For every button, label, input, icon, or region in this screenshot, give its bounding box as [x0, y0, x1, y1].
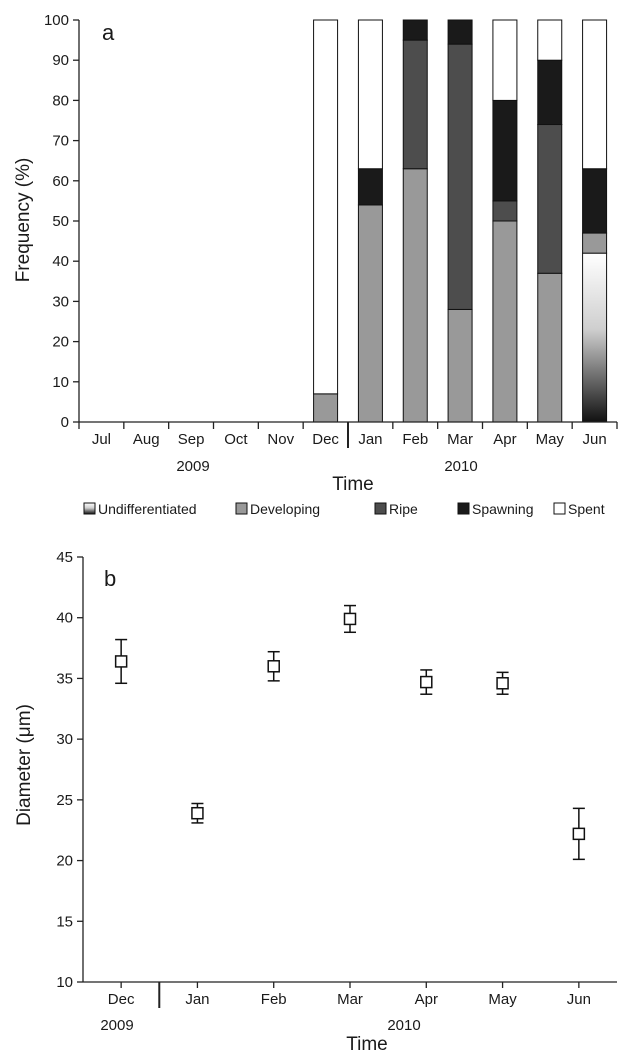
- chart-a-legend-swatch-ripe: [374, 502, 387, 515]
- chart-b-point: [267, 660, 280, 673]
- chart-a-bar-ripe: [492, 200, 518, 222]
- chart-b-y-tick-label: 10: [56, 974, 73, 991]
- chart-a-x-axis-title: Time: [332, 474, 374, 495]
- chart-a-y-tick-label: 0: [61, 414, 69, 431]
- chart-a-bar-developing: [313, 393, 339, 423]
- chart-a-legend-label-spawning: Spawning: [472, 501, 534, 517]
- panel-label-a: a: [102, 20, 115, 45]
- chart-a-y-tick-label: 80: [52, 92, 69, 109]
- chart-a-bar-developing: [492, 220, 518, 423]
- chart-a-x-tick-label: Feb: [402, 431, 428, 448]
- chart-a-legend-swatch-developing: [235, 502, 248, 515]
- chart-a-bar-spent: [537, 19, 563, 61]
- chart-a-bar-undifferentiated: [582, 252, 608, 423]
- chart-b-point: [420, 675, 433, 689]
- chart-b-y-tick-label: 15: [56, 913, 73, 930]
- chart-b-y-tick-label: 20: [56, 853, 73, 870]
- chart-a-y-tick-label: 100: [44, 12, 69, 29]
- chart-a-bar-spawning: [537, 59, 563, 126]
- chart-a-x-axis: Jul Aug Sep Oct Nov Dec Jan Feb Mar Apr May Jun: [78, 421, 618, 448]
- chart-a-y-tick-label: 70: [52, 133, 69, 150]
- chart-a-bar-ripe: [447, 43, 473, 310]
- chart-a-bar-ripe: [537, 124, 563, 274]
- chart-a-x-tick-label: Sep: [178, 431, 205, 448]
- chart-a-x-tick-label: Apr: [493, 431, 516, 448]
- chart-b-y-tick-label: 25: [56, 792, 73, 809]
- chart-a-y-tick-label: 60: [52, 173, 69, 190]
- chart-a-bar-spawning: [447, 19, 473, 45]
- chart-b-x-axis: Dec Jan Feb Mar Apr May Jun: [83, 981, 617, 1008]
- chart-a-bar-developing: [357, 204, 383, 423]
- chart-b-x-tick-label: Jan: [185, 991, 209, 1008]
- chart-b-point: [343, 612, 357, 626]
- chart-b-year-label-2010: 2010: [387, 1017, 420, 1034]
- chart-b-year-label-2009: 2009: [100, 1017, 133, 1034]
- chart-a-legend: Undifferentiated Developing Ripe Spawning Sp…: [83, 501, 605, 517]
- chart-b-y-tick-label: 30: [56, 731, 73, 748]
- chart-a-x-tick-label: Aug: [133, 431, 160, 448]
- chart-a-y-tick-label: 30: [52, 293, 69, 310]
- chart-b-x-tick-label: Feb: [261, 991, 287, 1008]
- chart-a-bar-spawning: [582, 168, 608, 234]
- chart-a-x-tick-label: May: [536, 431, 565, 448]
- chart-a-legend-label-spent: Spent: [568, 501, 605, 517]
- chart-a-y-tick-label: 90: [52, 52, 69, 69]
- chart-b-x-tick-label: Dec: [108, 991, 135, 1008]
- chart-b-x-tick-label: May: [488, 991, 517, 1008]
- chart-a-y-tick-label: 20: [52, 334, 69, 351]
- chart-a-x-tick-label: Mar: [447, 431, 473, 448]
- chart-b-y-axis-title: Diameter (μm): [14, 704, 35, 826]
- chart-a-x-tick-label: Nov: [267, 431, 294, 448]
- chart-a-x-tick-label: Dec: [312, 431, 339, 448]
- chart-a-legend-swatch-spawning: [457, 502, 470, 515]
- chart-b-x-tick-label: Jun: [567, 991, 591, 1008]
- chart-a-x-tick-label: Jul: [92, 431, 111, 448]
- chart-a-x-tick-label: Oct: [224, 431, 248, 448]
- chart-a-y-tick-label: 50: [52, 213, 69, 230]
- chart-a-y-axis: 0 10 20 30 40 50 60 70 80 90 100: [44, 12, 80, 431]
- chart-a-bar-spawning: [492, 99, 518, 202]
- chart-a-bar-developing: [537, 272, 563, 423]
- chart-a-legend-swatch-undifferentiated: [83, 502, 96, 515]
- chart-a-x-tick-label: Jun: [582, 431, 606, 448]
- chart-b-y-tick-label: 40: [56, 610, 73, 627]
- chart-a-y-tick-label: 40: [52, 253, 69, 270]
- chart-a-bar-spawning: [402, 19, 428, 41]
- chart-a-legend-label-undifferentiated: Undifferentiated: [98, 501, 197, 517]
- chart-a-legend-label-developing: Developing: [250, 501, 320, 517]
- chart-b-point: [496, 677, 509, 690]
- chart-a-bar-spent: [492, 19, 518, 101]
- chart-b-x-axis-title: Time: [346, 1034, 388, 1055]
- chart-a-bar-spent: [582, 19, 608, 170]
- chart-b-y-axis: 10 15 20 25 30 35 40 45: [56, 549, 84, 991]
- chart-b-y-tick-label: 45: [56, 549, 73, 566]
- chart-a-y-axis-title: Frequency (%): [13, 158, 34, 283]
- chart-b-point: [572, 827, 586, 841]
- chart-a-bar-spent: [357, 19, 383, 170]
- chart-b: b 10 15 20 25 30 35 40 45 Dec Jan Feb Mar Apr May Jun…: [14, 549, 617, 1055]
- chart-a-y-tick-label: 10: [52, 374, 69, 391]
- chart-b-point: [191, 806, 204, 820]
- chart-a-x-tick-label: Jan: [358, 431, 382, 448]
- chart-a-bar-spent: [313, 19, 339, 395]
- chart-a-year-label-2009: 2009: [176, 458, 209, 475]
- chart-a-legend-label-ripe: Ripe: [389, 501, 418, 517]
- chart-b-points: [114, 604, 586, 861]
- chart-b-x-tick-label: Mar: [337, 991, 363, 1008]
- chart-b-point: [114, 655, 128, 668]
- chart-a-bar-developing: [582, 232, 608, 254]
- panel-label-b: b: [104, 566, 116, 591]
- chart-a: a 0 10 20 30 40 50 60 70 80 90 100 Jul Aug Sep Oct Nov…: [13, 12, 618, 517]
- chart-a-bars: [313, 19, 608, 423]
- chart-a-year-label-2010: 2010: [444, 458, 477, 475]
- chart-a-legend-swatch-spent: [553, 502, 566, 515]
- chart-a-bar-spawning: [357, 168, 383, 206]
- chart-a-bar-developing: [447, 308, 473, 423]
- chart-b-y-tick-label: 35: [56, 670, 73, 687]
- chart-a-bar-ripe: [402, 39, 428, 170]
- chart-a-bar-developing: [402, 168, 428, 423]
- chart-b-x-tick-label: Apr: [415, 991, 438, 1008]
